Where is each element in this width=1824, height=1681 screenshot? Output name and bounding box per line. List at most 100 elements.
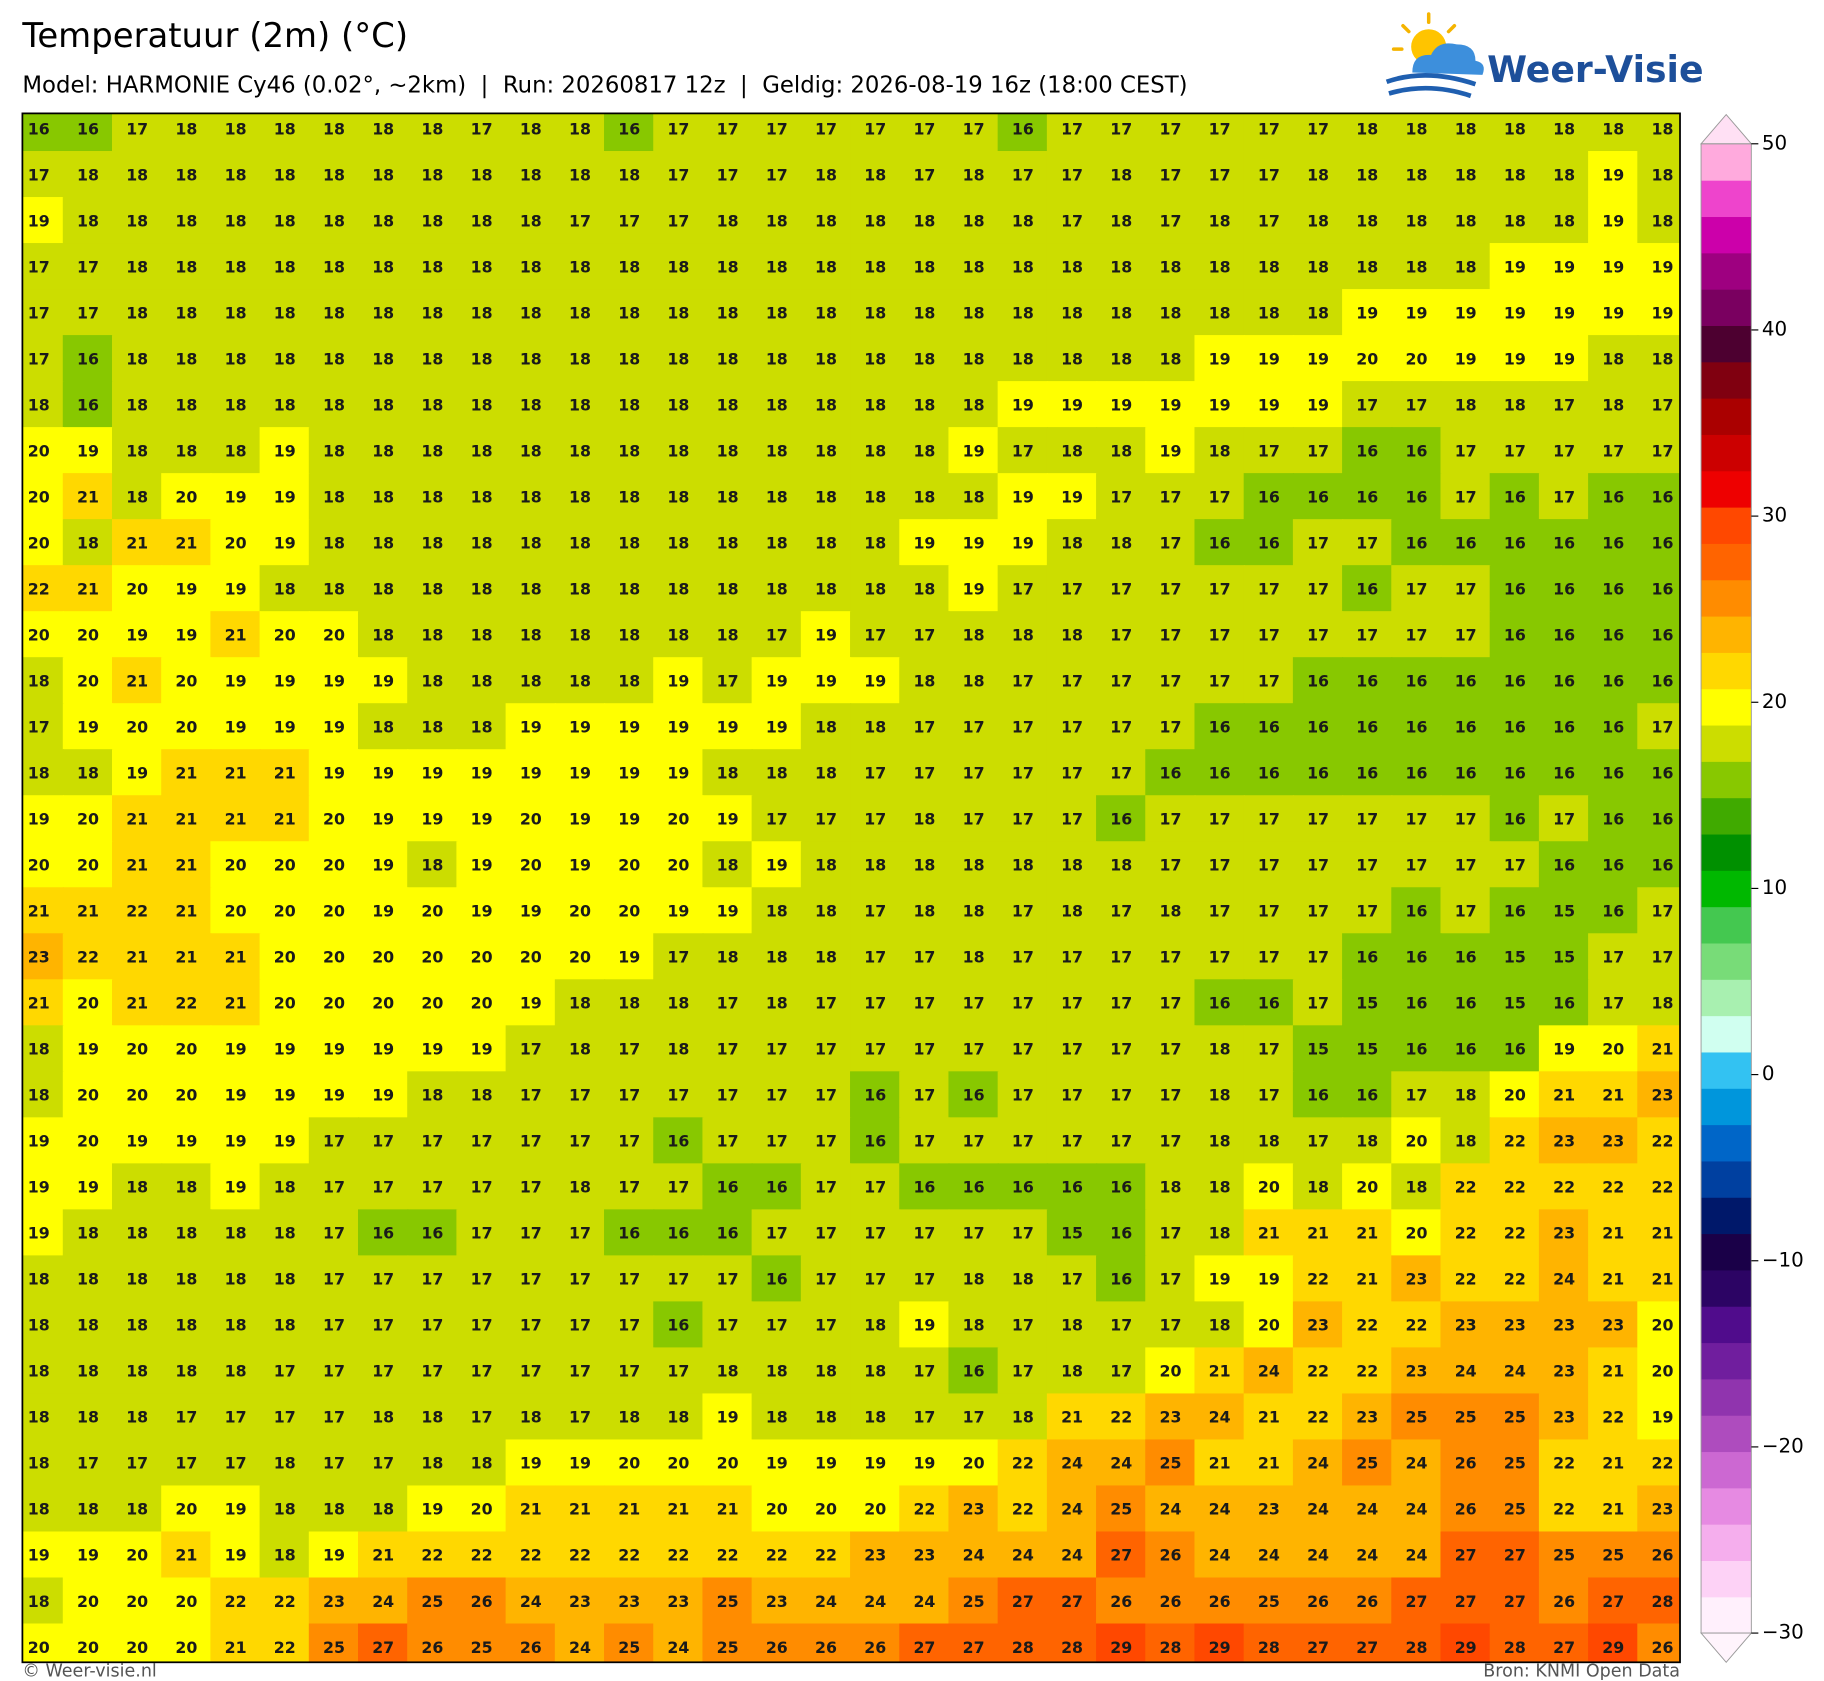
heat-cell <box>308 381 360 429</box>
heat-cell <box>62 703 114 751</box>
value-label: 18 <box>1455 165 1477 184</box>
value-label: 17 <box>864 1224 886 1243</box>
heat-cell <box>948 841 999 889</box>
heat-cell <box>111 335 163 383</box>
heat-cell <box>1637 1025 1681 1073</box>
heat-cell <box>1342 381 1393 429</box>
value-label: 19 <box>815 671 837 690</box>
heat-cell <box>1538 427 1590 475</box>
heat-cell <box>407 1163 458 1211</box>
heat-cell <box>358 1163 409 1211</box>
value-label: 16 <box>1356 671 1378 690</box>
heat-cell <box>1046 473 1098 521</box>
value-label: 20 <box>323 902 345 921</box>
value-label: 18 <box>372 257 394 276</box>
heat-cell <box>554 381 606 429</box>
value-label: 16 <box>1602 533 1624 552</box>
value-label: 18 <box>569 625 591 644</box>
value-label: 18 <box>618 257 640 276</box>
value-label: 20 <box>815 1500 837 1519</box>
value-label: 20 <box>274 994 296 1013</box>
heat-cell <box>1391 113 1442 153</box>
heat-cell <box>407 243 458 291</box>
value-label: 16 <box>1455 717 1477 736</box>
heat-cell <box>358 1117 409 1165</box>
heat-cell <box>702 611 753 659</box>
value-label: 21 <box>1307 1224 1329 1243</box>
heat-cell <box>505 151 556 199</box>
value-label: 18 <box>126 395 148 414</box>
heat-cell <box>1243 565 1295 613</box>
heat-cell <box>259 427 310 475</box>
value-label: 19 <box>225 1086 247 1105</box>
heat-cell <box>1588 289 1639 337</box>
heat-cell <box>161 611 212 659</box>
heat-cell <box>1194 841 1245 889</box>
heat-cell <box>308 473 360 521</box>
value-label: 17 <box>815 1132 837 1151</box>
value-label: 18 <box>913 211 935 230</box>
heat-cell <box>751 749 803 797</box>
value-label: 20 <box>1258 1316 1280 1335</box>
value-label: 17 <box>1012 1224 1034 1243</box>
value-label: 18 <box>667 487 689 506</box>
value-label: 18 <box>1356 119 1378 138</box>
heat-cell <box>1538 1025 1590 1073</box>
heat-cell <box>1637 933 1681 981</box>
value-label: 18 <box>323 579 345 598</box>
value-label: 27 <box>1455 1592 1477 1611</box>
value-label: 18 <box>815 902 837 921</box>
heat-cell <box>948 657 999 705</box>
value-label: 18 <box>1405 165 1427 184</box>
heat-cell <box>1194 289 1245 337</box>
heat-cell <box>1538 381 1590 429</box>
heat-cell <box>948 151 999 199</box>
value-label: 17 <box>1110 671 1132 690</box>
value-label: 18 <box>1356 1132 1378 1151</box>
heat-cell <box>948 243 999 291</box>
value-label: 16 <box>1405 763 1427 782</box>
heat-cell <box>1391 1071 1442 1119</box>
value-label: 18 <box>717 441 739 460</box>
heat-cell <box>358 197 409 245</box>
value-label: 16 <box>1012 119 1034 138</box>
heat-cell <box>1243 841 1295 889</box>
value-label: 16 <box>1110 809 1132 828</box>
heat-cell <box>1194 113 1245 153</box>
heat-cell <box>407 887 458 935</box>
value-label: 18 <box>1012 211 1034 230</box>
value-label: 18 <box>28 1270 50 1289</box>
heat-cell <box>1391 197 1442 245</box>
value-label: 18 <box>126 1178 148 1197</box>
heat-cell <box>22 841 64 889</box>
value-label: 26 <box>1652 1638 1674 1657</box>
value-label: 18 <box>471 257 493 276</box>
heat-cell <box>62 979 114 1027</box>
heat-cell <box>1096 1209 1147 1257</box>
value-label: 19 <box>1652 257 1674 276</box>
heat-cell <box>1538 1117 1590 1165</box>
heat-cell <box>899 1071 950 1119</box>
value-label: 17 <box>963 717 985 736</box>
value-label: 18 <box>323 257 345 276</box>
heat-cell <box>702 657 753 705</box>
heat-cell <box>161 657 212 705</box>
heat-cell <box>751 611 803 659</box>
value-label: 18 <box>77 533 99 552</box>
colorbar-bin <box>1701 216 1752 254</box>
heat-cell <box>22 197 64 245</box>
value-label: 16 <box>1110 1224 1132 1243</box>
heat-cell <box>751 887 803 935</box>
heat-cell <box>505 841 556 889</box>
heat-cell <box>210 1117 261 1165</box>
value-label: 20 <box>126 717 148 736</box>
value-label: 18 <box>520 257 542 276</box>
value-label: 20 <box>77 1132 99 1151</box>
heat-cell <box>1145 427 1196 475</box>
heat-cell <box>702 427 753 475</box>
heat-cell <box>62 749 114 797</box>
value-label: 18 <box>1012 257 1034 276</box>
value-label: 16 <box>1405 1040 1427 1059</box>
value-label: 22 <box>717 1546 739 1565</box>
value-label: 19 <box>274 1040 296 1059</box>
